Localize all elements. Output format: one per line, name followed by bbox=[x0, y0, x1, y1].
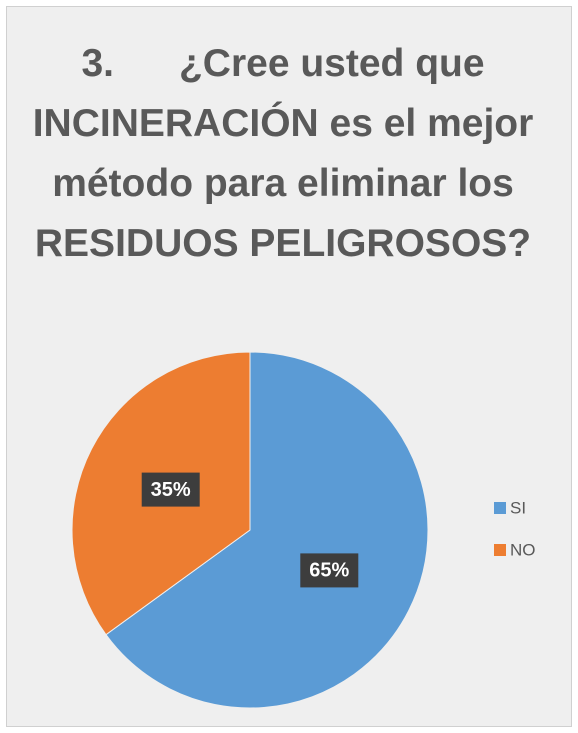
legend-swatch bbox=[494, 502, 506, 514]
legend-label: SI bbox=[510, 498, 526, 517]
chart-title: 3. ¿Cree usted que INCINERACIÓN es el me… bbox=[32, 42, 534, 265]
pie-slice bbox=[105, 351, 429, 709]
legend-label: NO bbox=[510, 540, 536, 559]
data-label-box bbox=[141, 472, 200, 507]
legend-swatch bbox=[494, 544, 506, 556]
data-label-box bbox=[300, 553, 359, 588]
data-label: 65% bbox=[309, 560, 349, 582]
data-label: 35% bbox=[151, 479, 191, 501]
